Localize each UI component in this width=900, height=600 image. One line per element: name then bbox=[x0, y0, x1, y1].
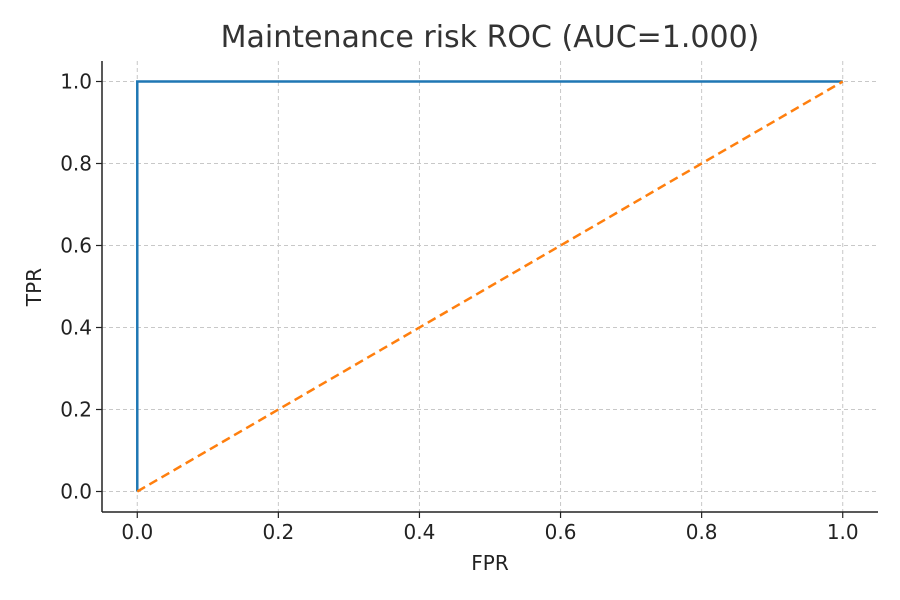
roc-curve-line bbox=[136, 80, 843, 492]
x-tick-label: 0.6 bbox=[545, 520, 577, 544]
chart-title: Maintenance risk ROC (AUC=1.000) bbox=[221, 20, 760, 55]
y-tick-label: 0.8 bbox=[60, 152, 92, 176]
y-axis-label: TPR bbox=[22, 268, 46, 307]
grid bbox=[102, 61, 878, 512]
x-tick-label: 0.0 bbox=[121, 520, 153, 544]
y-tick-label: 0.2 bbox=[60, 398, 92, 422]
x-tick-label: 1.0 bbox=[827, 520, 859, 544]
y-tick-label: 0.0 bbox=[60, 480, 92, 504]
y-tick-label: 0.4 bbox=[60, 316, 92, 340]
x-tick-label: 0.8 bbox=[686, 520, 718, 544]
x-ticks: 0.0 0.2 0.4 0.6 0.8 1.0 bbox=[121, 512, 859, 544]
y-ticks: 0.0 0.2 0.4 0.6 0.8 1.0 bbox=[60, 70, 102, 504]
x-tick-label: 0.2 bbox=[262, 520, 294, 544]
axes bbox=[101, 61, 878, 513]
y-tick-label: 0.6 bbox=[60, 234, 92, 258]
series-layer bbox=[136, 80, 844, 493]
x-axis-label: FPR bbox=[471, 551, 509, 575]
x-tick-label: 0.4 bbox=[404, 520, 436, 544]
y-tick-label: 1.0 bbox=[60, 70, 92, 94]
chance-diagonal-line bbox=[136, 80, 844, 493]
